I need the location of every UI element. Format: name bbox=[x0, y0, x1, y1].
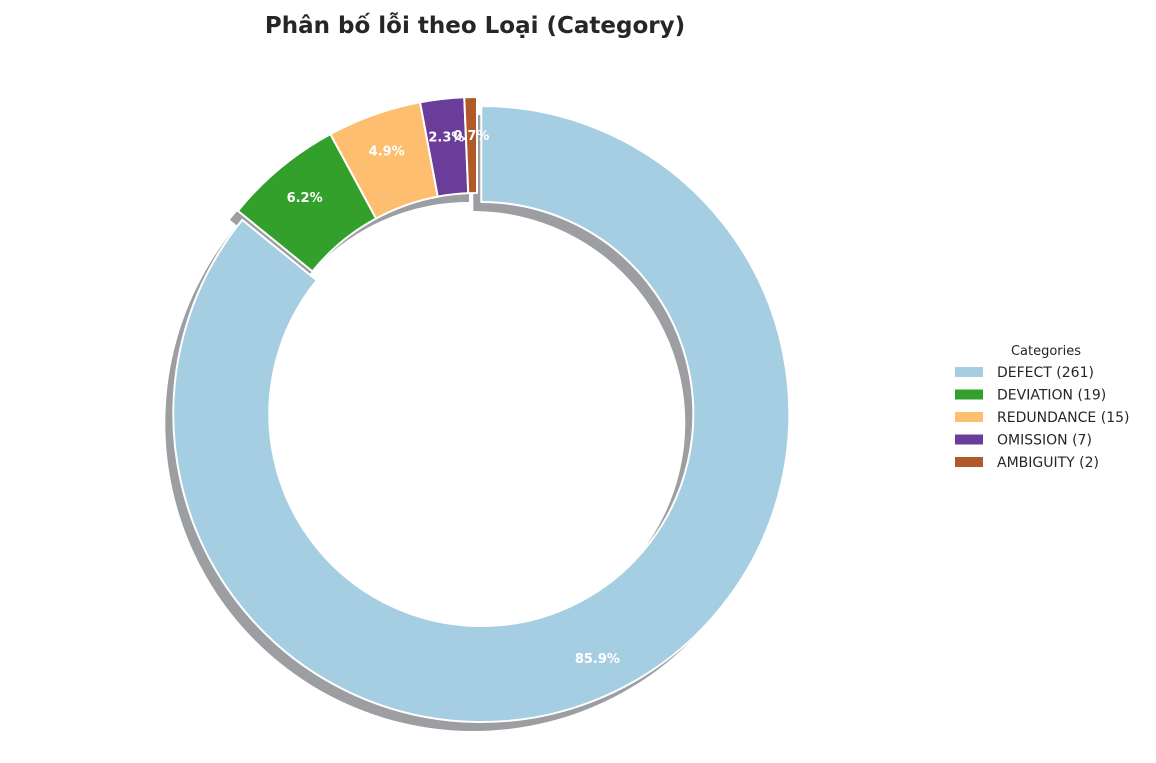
legend-item-omission: OMISSION (7) bbox=[955, 433, 1092, 449]
legend-item-deviation: DEVIATION (19) bbox=[955, 388, 1106, 404]
legend-item-redundance: REDUNDANCE (15) bbox=[955, 410, 1129, 426]
legend-label-defect: DEFECT (261) bbox=[997, 365, 1094, 381]
legend-item-defect: DEFECT (261) bbox=[955, 365, 1094, 381]
legend-swatch-ambiguity bbox=[955, 457, 983, 467]
legend-items: DEFECT (261) DEVIATION (19) REDUNDANCE (15… bbox=[955, 365, 1129, 471]
legend-label-omission: OMISSION (7) bbox=[997, 433, 1092, 449]
pct-label-redundance: 4.9% bbox=[369, 145, 405, 160]
legend-swatch-defect bbox=[955, 367, 983, 377]
legend-swatch-deviation bbox=[955, 389, 983, 400]
legend-label-deviation: DEVIATION (19) bbox=[997, 388, 1106, 404]
legend-item-ambiguity: AMBIGUITY (2) bbox=[955, 455, 1099, 471]
legend: Categories DEFECT (261) DEVIATION (19) RED… bbox=[955, 344, 1129, 471]
slice-ambiguity bbox=[463, 95, 478, 195]
legend-label-ambiguity: AMBIGUITY (2) bbox=[997, 455, 1099, 471]
legend-label-redundance: REDUNDANCE (15) bbox=[997, 410, 1129, 426]
percentage-labels: 85.9% 6.2% 4.9% 2.3%0.7% bbox=[287, 129, 620, 667]
donut-slices bbox=[172, 95, 791, 723]
legend-swatch-omission bbox=[955, 434, 983, 445]
pct-label-ambiguity: 0.7% bbox=[453, 129, 489, 144]
slice-defect bbox=[172, 105, 791, 723]
chart-title: Phân bố lỗi theo Loại (Category) bbox=[265, 12, 685, 39]
pct-label-deviation: 6.2% bbox=[287, 191, 323, 206]
pct-label-omission: 2.3% bbox=[428, 131, 464, 146]
legend-title: Categories bbox=[1011, 344, 1081, 359]
pct-label-defect: 85.9% bbox=[575, 652, 620, 667]
legend-swatch-redundance bbox=[955, 412, 983, 422]
